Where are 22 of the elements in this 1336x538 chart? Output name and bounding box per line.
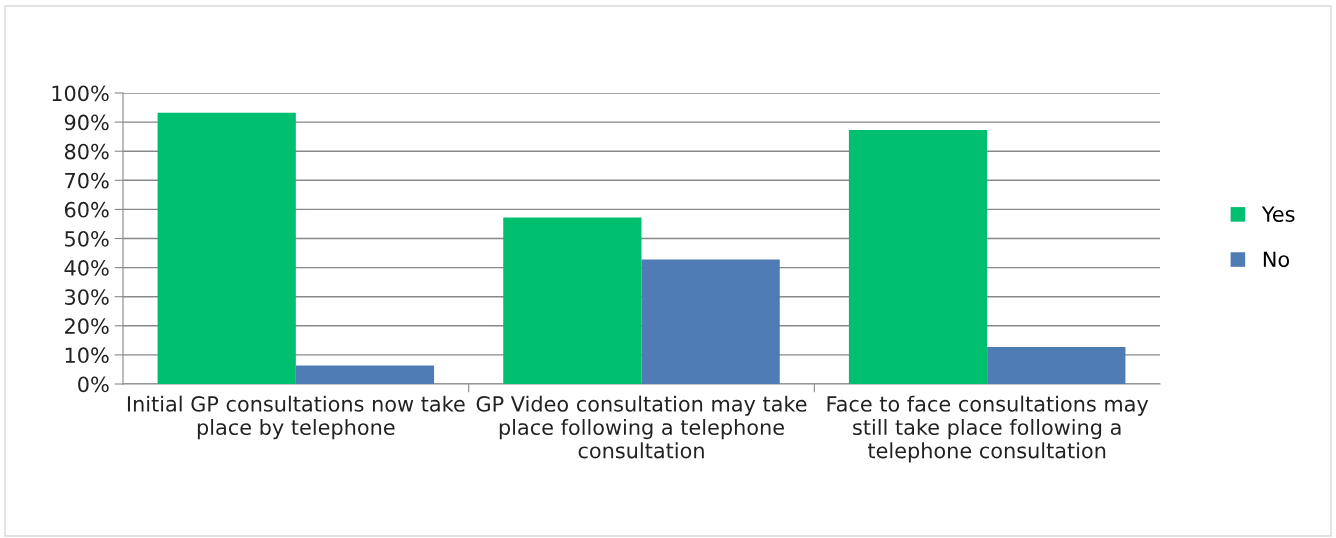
y-tick-label: 40% xyxy=(64,260,109,276)
y-tick-label: 60% xyxy=(64,201,109,218)
x-tick-label: Face to face consultations may still take place following a telephone consultation xyxy=(827,395,1149,463)
y-tick-label: 0% xyxy=(78,376,109,393)
bar xyxy=(848,129,988,384)
y-tick-label: 30% xyxy=(65,289,109,305)
y-tick-label: 90% xyxy=(64,114,109,131)
y-tick-label: 100% xyxy=(52,85,109,102)
bar xyxy=(157,112,296,384)
bar xyxy=(295,365,435,384)
legend-label: Yes xyxy=(1261,206,1295,222)
bar xyxy=(641,259,780,384)
x-tick-label: GP Video consultation may take place following a telephone consultation xyxy=(476,395,807,459)
bar xyxy=(503,217,642,384)
y-tick-label: 10% xyxy=(65,347,109,364)
y-tick-label: 70% xyxy=(65,172,109,189)
bar xyxy=(987,347,1126,384)
legend-label: No xyxy=(1263,251,1290,268)
x-tick-label: Initial GP consultations now take place by telephone xyxy=(127,395,465,440)
y-tick-label: 50% xyxy=(65,230,109,247)
y-tick-label: 80% xyxy=(64,143,109,160)
y-tick-label: 20% xyxy=(65,318,109,335)
